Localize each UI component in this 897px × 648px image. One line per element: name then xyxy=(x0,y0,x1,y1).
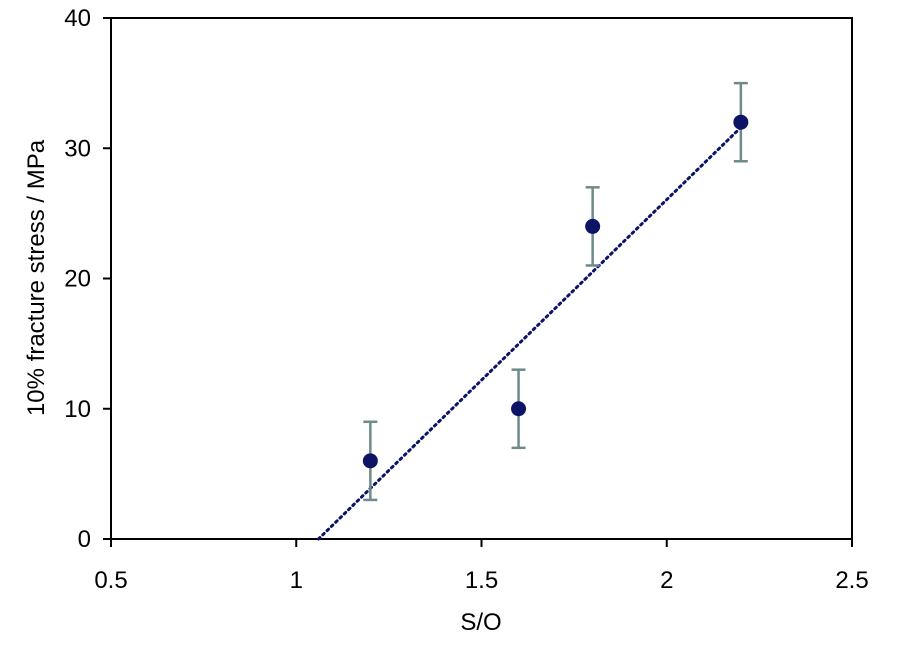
x-axis-ticks xyxy=(110,539,853,547)
y-tick-label: 20 xyxy=(64,266,91,293)
data-point xyxy=(511,401,527,417)
x-tick-label: 1.5 xyxy=(465,567,498,594)
y-axis-tick-labels: 0 10 20 30 40 xyxy=(64,5,91,553)
data-point xyxy=(733,114,749,130)
trendline xyxy=(316,125,743,541)
data-point xyxy=(362,453,378,469)
x-tick-label: 2 xyxy=(660,567,673,594)
y-tick-label: 30 xyxy=(64,135,91,162)
trendline-group xyxy=(316,125,743,541)
y-axis-ticks xyxy=(103,17,111,540)
y-tick-label: 0 xyxy=(78,526,91,553)
y-tick-label: 10 xyxy=(64,396,91,423)
x-axis-title: S/O xyxy=(460,609,501,636)
y-tick-label: 40 xyxy=(64,5,91,32)
data-point xyxy=(585,218,601,234)
x-tick-label: 0.5 xyxy=(94,567,127,594)
plot-area xyxy=(110,17,853,540)
y-axis-title: 10% fracture stress / MPa xyxy=(23,139,50,416)
x-tick-label: 2.5 xyxy=(835,567,868,594)
data-points xyxy=(362,114,749,469)
x-axis-tick-labels: 0.5 1 1.5 2 2.5 xyxy=(94,567,868,594)
x-tick-label: 1 xyxy=(290,567,303,594)
